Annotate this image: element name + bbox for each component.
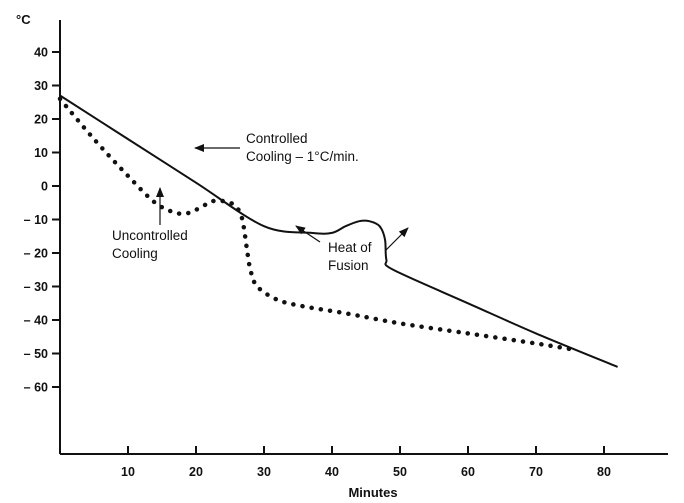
x-tick-label: 20 — [189, 465, 203, 479]
x-tick-label: 70 — [529, 465, 543, 479]
controlled-cooling-series — [59, 94, 618, 368]
annotation-line: Fusion — [328, 258, 369, 273]
y-tick-label: 30 — [34, 79, 48, 93]
x-tick-label: 60 — [461, 465, 475, 479]
heat-of-fusion-arrow-right — [385, 227, 409, 251]
x-tick-label: 40 — [325, 465, 339, 479]
annotation-line: Uncontrolled — [112, 228, 188, 243]
heat-of-fusion-arrow-left — [295, 225, 321, 243]
y-tick-label: – 10 — [24, 213, 48, 227]
annotation-uncontrolled-cooling: Uncontrolled Cooling — [112, 187, 188, 261]
annotation-line: Cooling — [112, 246, 158, 261]
y-tick-label: 10 — [34, 146, 48, 160]
annotation-line: Heat of — [328, 240, 372, 255]
y-tick-label: – 20 — [24, 247, 48, 261]
x-axis-label: Minutes — [348, 485, 397, 500]
y-axis-unit-label: °C — [16, 12, 31, 27]
annotation-heat-of-fusion: Heat of Fusion — [295, 225, 409, 273]
uncontrolled-cooling-series — [57, 96, 580, 353]
x-tick-label: 30 — [257, 465, 271, 479]
annotation-controlled-cooling: Controlled Cooling – 1°C/min. — [194, 131, 359, 164]
x-ticks: 10 20 30 40 50 60 70 80 — [121, 446, 611, 479]
x-tick-label: 10 — [121, 465, 135, 479]
y-tick-label: – 50 — [24, 347, 48, 361]
y-tick-label: 40 — [34, 46, 48, 60]
x-tick-label: 80 — [597, 465, 611, 479]
y-tick-label: – 60 — [24, 381, 48, 395]
y-tick-label: – 30 — [24, 280, 48, 294]
y-tick-label: 20 — [34, 113, 48, 127]
axes — [59, 20, 668, 455]
y-tick-label: – 40 — [24, 314, 48, 328]
y-ticks: 40 30 20 10 0 – 10 – 20 – 30 – 40 – 50 – 60 — [24, 46, 60, 395]
annotation-line: Controlled — [246, 131, 308, 146]
x-tick-label: 50 — [393, 465, 407, 479]
annotation-line: Cooling – 1°C/min. — [246, 149, 359, 164]
y-tick-label: 0 — [41, 180, 48, 194]
series-layer — [57, 94, 618, 368]
